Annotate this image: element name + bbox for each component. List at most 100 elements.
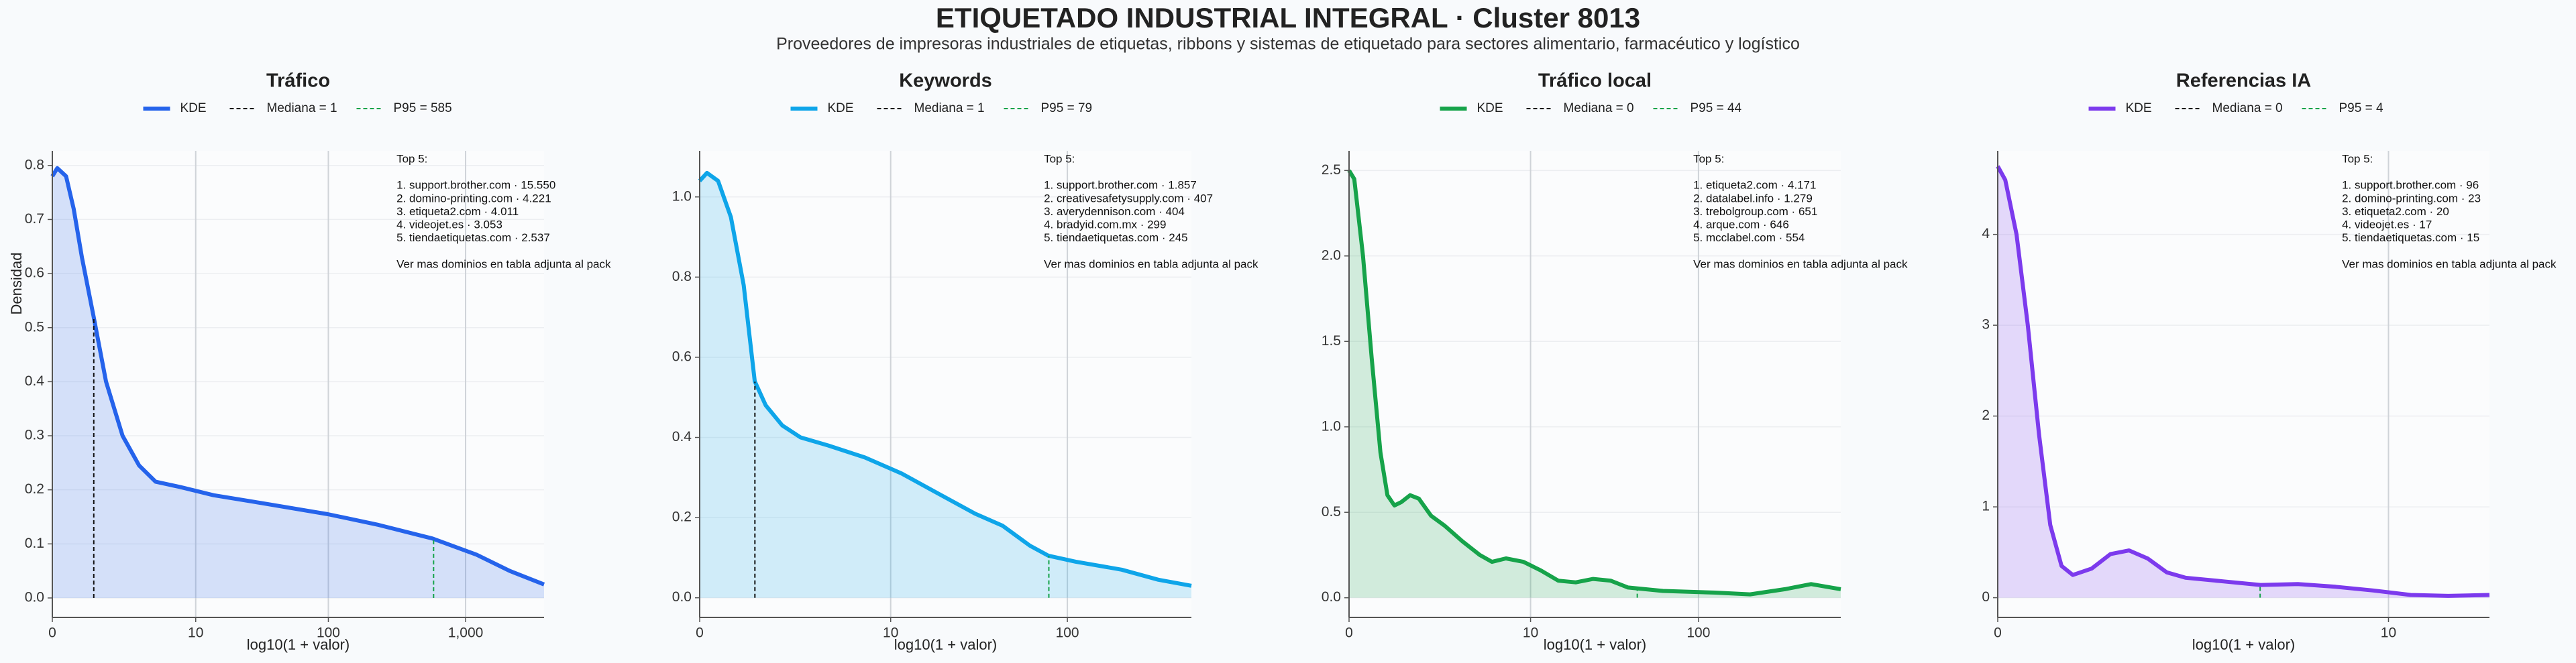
- y-tick-label: 0.6: [25, 265, 44, 281]
- y-tick-label: 2: [1982, 408, 1990, 423]
- annotation-footer: Ver mas dominios en tabla adjunta al pac…: [2342, 257, 2557, 270]
- plot-area: [700, 151, 1191, 617]
- kde-line: [50, 166, 545, 587]
- kde-line: [1996, 165, 2490, 598]
- legend-label: Mediana = 1: [914, 101, 985, 115]
- legend-label: KDE: [1477, 101, 1503, 115]
- x-tick-label: 0: [1994, 625, 2002, 641]
- x-tick-label: 10: [2381, 625, 2396, 641]
- y-tick-label: 0.6: [672, 349, 692, 364]
- annotation-item: 3. averydennison.com · 404: [1044, 205, 1185, 218]
- subplot-title: Tráfico local: [1538, 70, 1652, 92]
- annotation-title: Top 5:: [396, 152, 427, 165]
- x-tick-label: 0: [1345, 625, 1353, 641]
- annotation-footer: Ver mas dominios en tabla adjunta al pac…: [1044, 257, 1258, 270]
- y-tick-label: 0.0: [672, 589, 692, 605]
- plot-area: [1998, 151, 2489, 617]
- kde-area: [700, 172, 1191, 598]
- legend-label: P95 = 44: [1690, 101, 1742, 115]
- y-tick-label: 2.0: [1322, 247, 1341, 263]
- legend-label: P95 = 79: [1041, 101, 1093, 115]
- y-tick-label: 0.0: [25, 590, 44, 605]
- kde-line: [698, 170, 1192, 588]
- annotation-footer: Ver mas dominios en tabla adjunta al pac…: [1693, 257, 1908, 270]
- annotation-item: 4. videojet.es · 17: [2342, 218, 2432, 231]
- annotation-item: 2. domino-printing.com · 4.221: [396, 192, 551, 204]
- subplot: 0.0 0.2 0.4 0.6 0.8 1.0 0 10 100 Keywords log10(1 …: [672, 70, 1258, 653]
- annotation-item: 1. support.brother.com · 15.550: [396, 179, 555, 192]
- x-tick-label: 1,000: [448, 625, 484, 641]
- y-tick-label: 0.5: [1322, 504, 1341, 520]
- subplot-title: Tráfico: [266, 70, 330, 92]
- annotation-item: 1. etiqueta2.com · 4.171: [1693, 179, 1816, 192]
- y-tick-label: 0.8: [672, 269, 692, 284]
- annotation-item: 3. etiqueta2.com · 4.011: [396, 205, 519, 218]
- y-tick-label: 0.8: [25, 157, 44, 172]
- x-tick-label: 10: [883, 625, 898, 641]
- annotation-title: Top 5:: [1044, 152, 1075, 165]
- y-tick-label: 0.2: [672, 509, 692, 525]
- annotation-footer: Ver mas dominios en tabla adjunta al pac…: [396, 257, 611, 270]
- plot-area: [1349, 151, 1841, 617]
- y-tick-label: 0.4: [672, 429, 692, 444]
- legend-label: Mediana = 0: [1564, 101, 1634, 115]
- y-tick-label: 1: [1982, 499, 1990, 514]
- y-tick-label: 2.5: [1322, 162, 1341, 178]
- x-tick-label: 10: [1523, 625, 1538, 641]
- y-tick-label: 1.5: [1322, 333, 1341, 349]
- x-axis-label: log10(1 + valor): [2192, 636, 2295, 653]
- y-tick-label: 1.0: [1322, 418, 1341, 434]
- kde-area: [52, 168, 544, 598]
- kde-line: [1347, 169, 1841, 597]
- y-tick-label: 0.3: [25, 428, 44, 443]
- y-axis-label: Densidad: [8, 253, 25, 315]
- x-tick-label: 100: [1056, 625, 1079, 641]
- y-tick-label: 0: [1982, 589, 1990, 605]
- annotation-item: 3. trebolgroup.com · 651: [1693, 205, 1817, 218]
- subplot: 0 1 2 3 4 0 10 Referencias IA log10(1 + valor) KD…: [1982, 70, 2557, 653]
- y-tick-label: 3: [1982, 317, 1990, 333]
- annotation-item: 5. mcclabel.com · 554: [1693, 231, 1805, 244]
- x-axis-label: log10(1 + valor): [894, 636, 997, 653]
- subplot-title: Keywords: [899, 70, 992, 92]
- annotation-item: 2. datalabel.info · 1.279: [1693, 192, 1813, 204]
- annotation-item: 4. bradyid.com.mx · 299: [1044, 218, 1166, 231]
- figure-subtitle: Proveedores de impresoras industriales d…: [776, 35, 1800, 54]
- subplot: 0.0 0.5 1.0 1.5 2.0 2.5 0 10 100 Tráfico local log…: [1322, 70, 1908, 653]
- x-tick-label: 0: [48, 625, 56, 641]
- legend-label: KDE: [180, 101, 207, 115]
- y-tick-label: 0.1: [25, 536, 44, 551]
- legend-label: Mediana = 1: [267, 101, 337, 115]
- annotation-item: 2. creativesafetysupply.com · 407: [1044, 192, 1213, 204]
- annotation-title: Top 5:: [2342, 152, 2373, 165]
- x-axis-label: log10(1 + valor): [247, 636, 350, 653]
- annotation-item: 5. tiendaetiquetas.com · 245: [1044, 231, 1188, 244]
- annotation-item: 1. support.brother.com · 1.857: [1044, 179, 1197, 192]
- annotation-item: 5. tiendaetiquetas.com · 15: [2342, 231, 2479, 244]
- annotation-item: 4. videojet.es · 3.053: [396, 218, 502, 231]
- kde-area: [1349, 170, 1841, 598]
- x-tick-label: 0: [696, 625, 704, 641]
- x-tick-label: 100: [1686, 625, 1710, 641]
- x-axis-label: log10(1 + valor): [1544, 636, 1646, 653]
- figure-title: ETIQUETADO INDUSTRIAL INTEGRAL · Cluster…: [936, 2, 1640, 34]
- legend-label: KDE: [828, 101, 854, 115]
- y-tick-label: 0.5: [25, 319, 44, 335]
- x-tick-label: 10: [188, 625, 203, 641]
- y-tick-label: 0.2: [25, 481, 44, 497]
- y-tick-label: 0.4: [25, 373, 45, 389]
- y-tick-label: 4: [1982, 226, 1990, 241]
- x-tick-label: 100: [317, 625, 340, 641]
- legend-label: P95 = 585: [394, 101, 452, 115]
- legend-label: Mediana = 0: [2212, 101, 2283, 115]
- plot-area: [52, 151, 544, 617]
- y-tick-label: 0.0: [1322, 589, 1341, 605]
- annotation-item: 2. domino-printing.com · 23: [2342, 192, 2481, 204]
- annotation-item: 1. support.brother.com · 96: [2342, 179, 2479, 192]
- annotation-item: 5. tiendaetiquetas.com · 2.537: [396, 231, 550, 244]
- annotation-item: 4. arque.com · 646: [1693, 218, 1789, 231]
- subplot-title: Referencias IA: [2176, 70, 2312, 92]
- annotation-item: 3. etiqueta2.com · 20: [2342, 205, 2449, 218]
